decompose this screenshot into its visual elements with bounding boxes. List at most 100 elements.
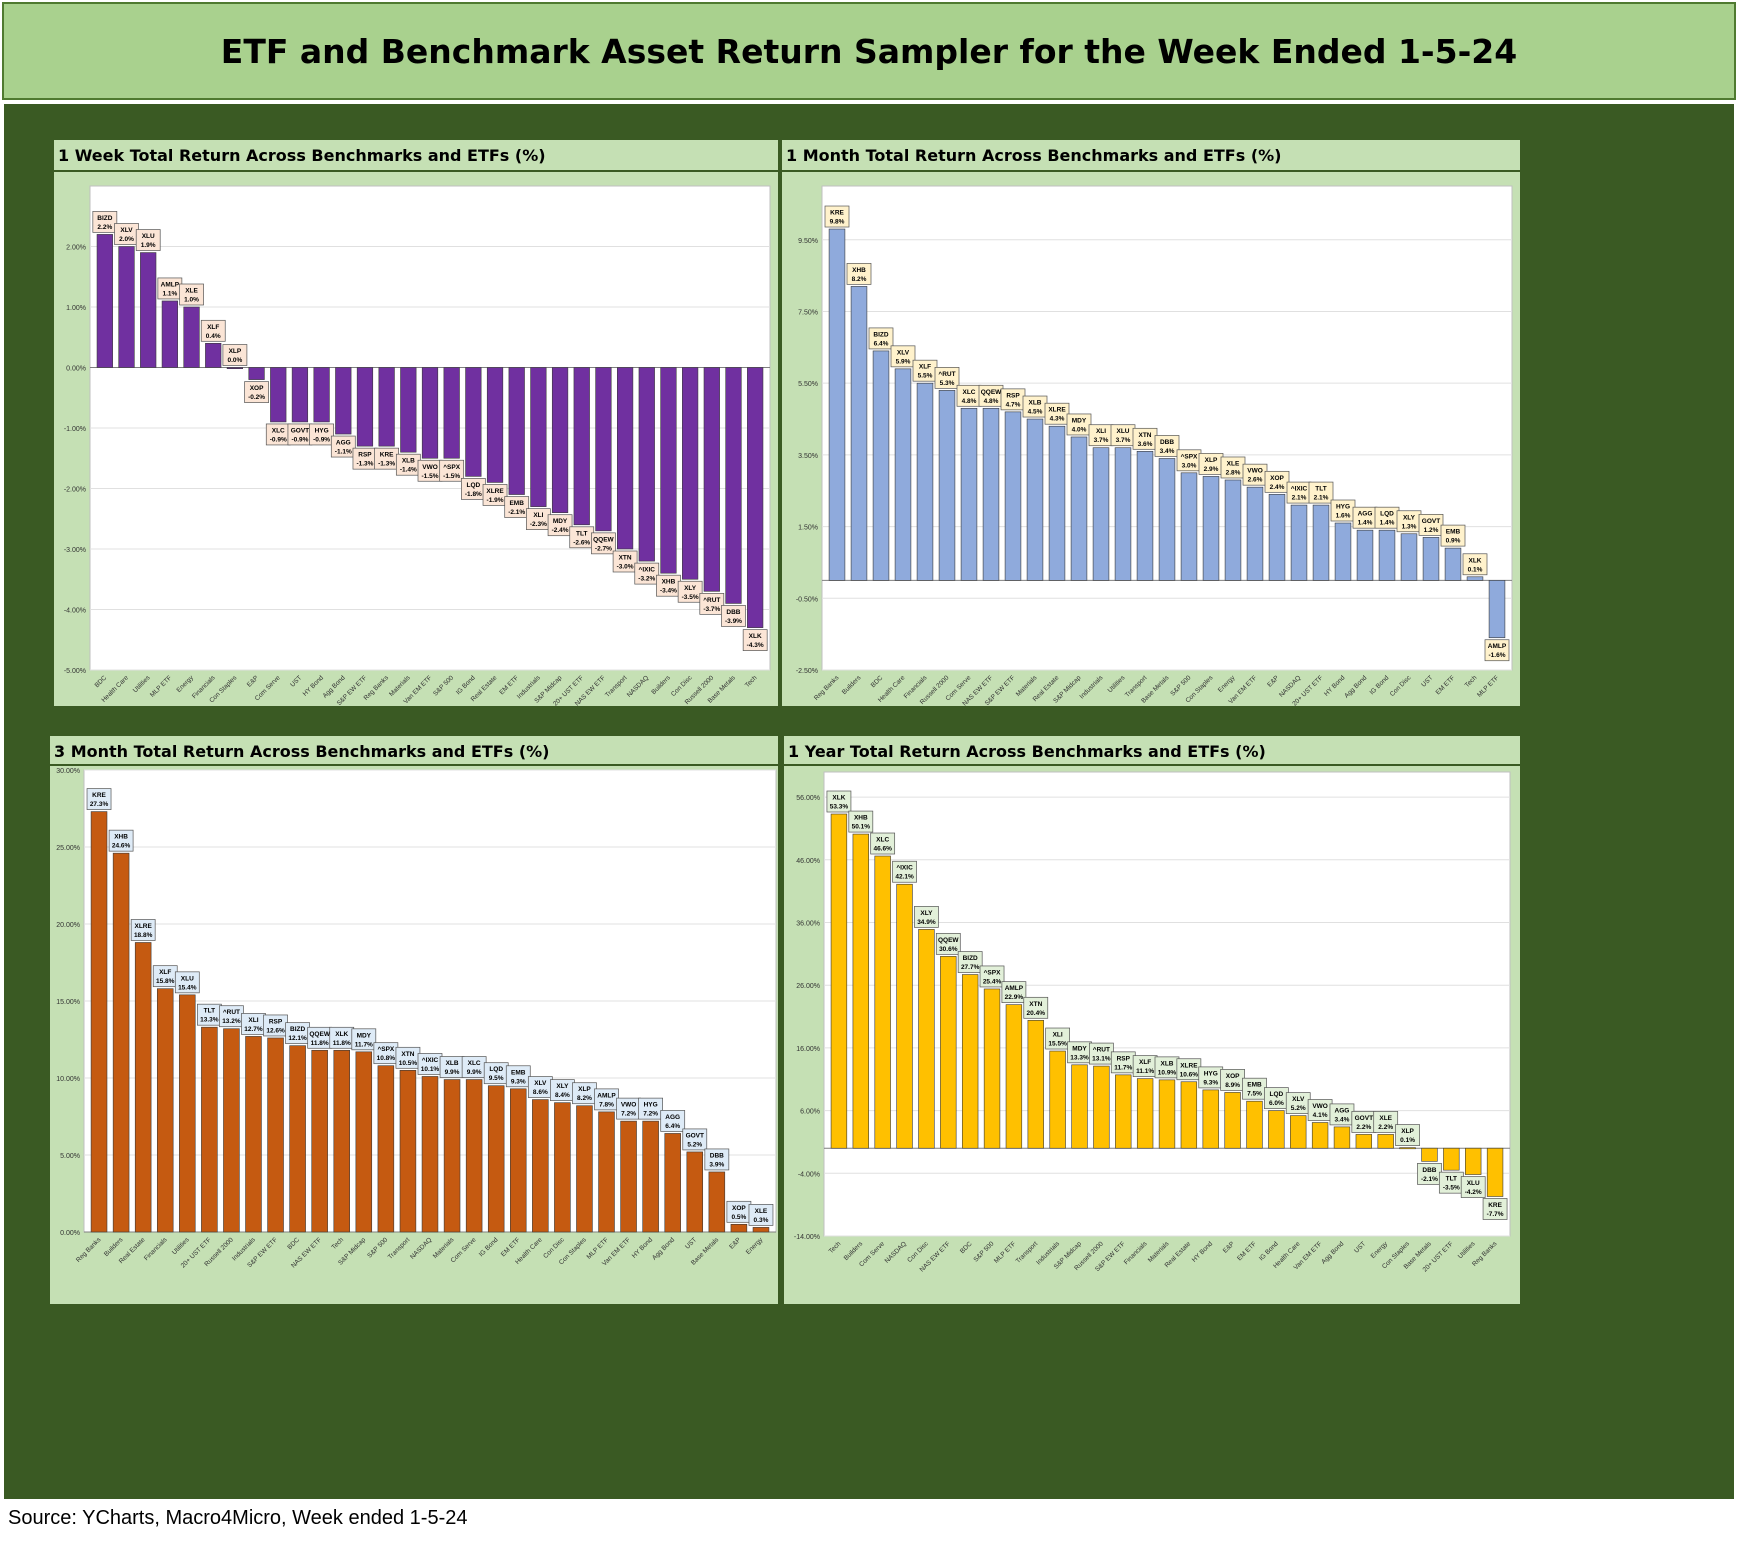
ticker-label: AMLP [1488,643,1507,650]
bar-QQEW [311,1049,328,1233]
value-label: 1.2% [1424,527,1439,534]
ticker-label: XLRE [1180,1062,1198,1069]
data-label: BIZD 12.1% [285,1022,310,1045]
value-label: 1.9% [141,242,156,249]
bar-GOVT [1422,537,1440,581]
value-label: 2.2% [97,224,112,231]
bar-AMLP [1005,1004,1023,1149]
category-label: MLP ETF [149,674,173,698]
data-label-box [846,263,872,285]
data-label: TLT -2.6% [569,526,595,549]
data-label-box [682,1128,708,1151]
bar-RSP [1115,1074,1132,1149]
ticker-label: XLF [207,324,219,331]
bar-DBB [1158,458,1176,581]
value-label: 4.5% [1028,409,1043,416]
bar-MDY [355,1051,373,1233]
bar-XLC [960,407,978,581]
ticker-label: RSP [269,1018,283,1025]
value-label: 9.5% [489,1075,504,1082]
y-tick-label: 15.00% [56,999,80,1006]
bar-XLY [682,367,699,580]
ticker-label: AGG [665,1114,680,1121]
ticker-label: XLF [919,364,931,371]
value-label: 15.4% [178,984,197,991]
y-tick-label: 0.00% [66,366,86,373]
ticker-label: XLV [120,227,133,234]
data-label-box [86,788,112,810]
bar-EMB [510,1088,527,1233]
bar-KRE [378,367,395,447]
value-label: 11.7% [355,1041,373,1048]
value-label: 5.5% [918,373,933,380]
value-label: 30.6% [939,946,958,953]
value-label: 2.1% [1292,495,1307,502]
ticker-label: TLT [204,1008,215,1015]
ticker-label: XLY [1403,514,1416,521]
data-label: XHB 50.1% [848,810,874,833]
value-label: 50.1% [852,824,871,831]
value-label: 11.7% [1114,1064,1132,1071]
value-label: 2.8% [1226,469,1241,476]
data-label-box [699,593,725,615]
value-label: -2.6% [573,539,590,546]
data-label: XLF 0.4% [200,319,226,342]
ticker-label: XTN [1029,1001,1042,1008]
bar-XHB [852,833,869,1149]
data-label: XLF 15.8% [152,965,178,988]
ticker-label: EMB [509,500,524,507]
ticker-label: XLC [963,389,976,396]
ticker-label: BIZD [873,331,888,338]
ticker-label: XLU [1467,1180,1480,1187]
y-tick-label: 0.00% [60,1230,80,1237]
value-label: 6.4% [665,1123,680,1130]
bar-XLF [916,382,934,581]
data-label: XLB 4.5% [1022,395,1048,418]
data-label: XLY 1.3% [1396,510,1422,533]
chart-3-month: 30.00% 25.00% 20.00% 15.00% 10.00% 5.00% 0.00%… [56,768,777,1270]
data-label: XOP -0.2% [244,381,269,403]
value-label: 27.7% [961,964,980,971]
data-label: QQEW 11.8% [307,1026,333,1049]
ticker-label: ^RUT [703,596,720,604]
value-label: -2.7% [595,545,612,552]
bar-RSP [267,1037,284,1233]
chart-title: 1 Year Total Return Across Benchmarks an… [788,742,1266,761]
data-label-box [244,381,269,403]
ticker-label: XLI [1053,1032,1063,1039]
ticker-label: XLI [533,512,543,519]
data-label-box [742,629,768,651]
y-tick-label: 5.00% [60,1153,80,1160]
ticker-label: XLK [749,633,762,640]
value-label: 1.0% [184,297,199,304]
value-label: 1.1% [162,290,177,297]
data-label: XLB 10.9% [1154,1056,1180,1079]
data-label: ^RUT -3.7% [699,593,725,615]
category-label: UST [1353,1240,1367,1254]
ticker-label: EMB [1446,529,1461,536]
data-label: XHB -3.4% [656,574,681,597]
bar-XOP [248,367,265,380]
chart-title: 3 Month Total Return Across Benchmarks a… [54,742,550,761]
category-label: Tech [330,1236,345,1251]
value-label: 4.3% [1050,416,1065,423]
bar-XLC [270,367,287,423]
data-label: ^RUT 13.1% [1089,1042,1114,1065]
data-label: GOVT 1.2% [1418,513,1444,536]
data-label: KRE 9.8% [824,205,850,228]
data-label-box [439,459,465,482]
y-tick-label: 5.50% [798,381,818,388]
data-label: XLRE 4.3% [1044,402,1070,425]
data-label: XLY 34.9% [914,906,939,928]
value-label: 7.2% [621,1111,636,1118]
data-label: XLK 11.8% [329,1026,355,1049]
bar-VWO [620,1120,637,1233]
value-label: 3.7% [1116,437,1131,444]
data-label: XTN 20.4% [1023,996,1049,1019]
ticker-label: ^IXIC [422,1056,439,1064]
value-label: 10.1% [421,1066,440,1073]
value-label: -3.4% [660,588,677,595]
ticker-label: XHB [852,267,866,274]
data-label-box [677,580,703,603]
data-label: LQD 6.0% [1264,1087,1289,1109]
